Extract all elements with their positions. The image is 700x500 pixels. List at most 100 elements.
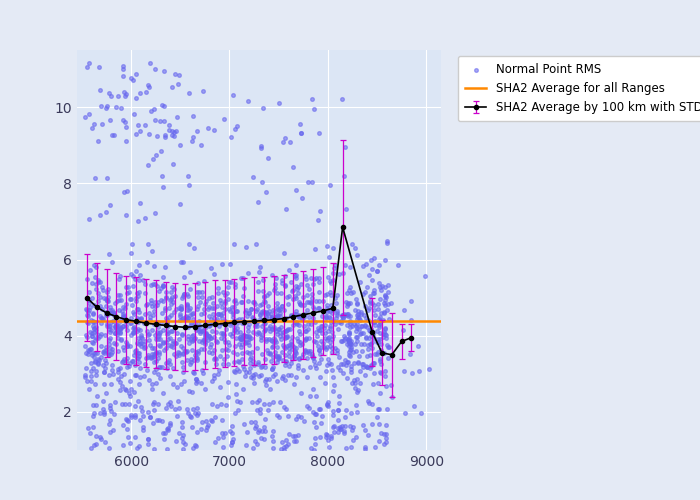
Normal Point RMS (149, 332, 160, 340)
Normal Point RMS (142, 81, 153, 89)
Normal Point RMS (172, 348, 183, 356)
Normal Point RMS (149, 116, 160, 124)
Normal Point RMS (322, 398, 333, 406)
Normal Point RMS (90, 432, 101, 440)
Normal Point RMS (228, 348, 239, 356)
Normal Point RMS (90, 401, 101, 409)
Normal Point RMS (165, 402, 176, 409)
Normal Point RMS (234, 334, 246, 342)
Normal Point RMS (182, 335, 193, 343)
Normal Point RMS (144, 308, 155, 316)
Normal Point RMS (163, 312, 174, 320)
Normal Point RMS (208, 354, 219, 362)
Normal Point RMS (138, 319, 149, 327)
Normal Point RMS (251, 304, 262, 312)
Normal Point RMS (346, 365, 357, 373)
Normal Point RMS (372, 348, 384, 356)
Normal Point RMS (118, 314, 130, 322)
Normal Point RMS (246, 348, 258, 356)
Normal Point RMS (146, 326, 158, 334)
Normal Point RMS (404, 350, 415, 358)
Normal Point RMS (327, 244, 338, 252)
Normal Point RMS (158, 282, 169, 290)
Normal Point RMS (160, 288, 172, 296)
Normal Point RMS (83, 424, 94, 432)
Normal Point RMS (244, 332, 255, 340)
Normal Point RMS (180, 348, 191, 356)
Normal Point RMS (334, 366, 345, 374)
Normal Point RMS (223, 284, 234, 292)
Normal Point RMS (223, 278, 234, 286)
Normal Point RMS (214, 310, 225, 318)
Normal Point RMS (182, 346, 193, 354)
Normal Point RMS (122, 362, 133, 370)
Normal Point RMS (188, 336, 199, 344)
Normal Point RMS (150, 380, 162, 388)
Normal Point RMS (134, 89, 145, 97)
Normal Point RMS (238, 318, 249, 326)
Normal Point RMS (99, 356, 110, 364)
Normal Point RMS (133, 262, 144, 270)
Normal Point RMS (96, 330, 107, 338)
Normal Point RMS (235, 335, 246, 343)
Normal Point RMS (127, 76, 139, 84)
Normal Point RMS (117, 357, 128, 365)
Normal Point RMS (109, 298, 120, 306)
Normal Point RMS (175, 305, 186, 313)
Normal Point RMS (125, 314, 136, 322)
Normal Point RMS (94, 312, 105, 320)
Normal Point RMS (290, 318, 301, 326)
Normal Point RMS (106, 309, 117, 317)
Normal Point RMS (311, 422, 322, 430)
Normal Point RMS (286, 371, 297, 379)
Normal Point RMS (360, 314, 372, 322)
Normal Point RMS (365, 300, 376, 308)
Normal Point RMS (321, 290, 332, 298)
Normal Point RMS (81, 333, 92, 341)
Normal Point RMS (206, 340, 217, 348)
Normal Point RMS (281, 314, 292, 322)
Normal Point RMS (189, 351, 200, 359)
Normal Point RMS (321, 242, 332, 250)
Normal Point RMS (155, 319, 167, 327)
Normal Point RMS (258, 308, 270, 316)
Normal Point RMS (368, 380, 379, 388)
Normal Point RMS (300, 346, 311, 354)
Normal Point RMS (221, 290, 232, 298)
Normal Point RMS (230, 125, 241, 133)
Normal Point RMS (258, 292, 270, 300)
Normal Point RMS (211, 338, 223, 346)
Normal Point RMS (127, 272, 138, 280)
Normal Point RMS (237, 316, 248, 324)
Normal Point RMS (350, 244, 361, 252)
Normal Point RMS (223, 360, 234, 368)
Normal Point RMS (293, 338, 304, 345)
Normal Point RMS (251, 344, 262, 351)
Normal Point RMS (346, 426, 358, 434)
Normal Point RMS (251, 320, 262, 328)
Normal Point RMS (206, 349, 218, 357)
Normal Point RMS (128, 328, 139, 336)
Normal Point RMS (265, 385, 276, 393)
Normal Point RMS (90, 440, 101, 448)
Normal Point RMS (140, 289, 151, 297)
Normal Point RMS (164, 341, 175, 349)
Normal Point RMS (138, 344, 149, 351)
Normal Point RMS (356, 310, 367, 318)
Normal Point RMS (144, 336, 155, 344)
Normal Point RMS (274, 328, 286, 336)
Normal Point RMS (106, 345, 118, 353)
Normal Point RMS (343, 312, 354, 320)
Normal Point RMS (346, 378, 358, 386)
Normal Point RMS (254, 262, 265, 270)
Normal Point RMS (105, 428, 116, 436)
Normal Point RMS (174, 200, 186, 208)
Normal Point RMS (167, 298, 178, 306)
Normal Point RMS (113, 296, 125, 304)
Normal Point RMS (328, 332, 339, 340)
Normal Point RMS (255, 315, 266, 323)
Normal Point RMS (324, 307, 335, 315)
Normal Point RMS (130, 360, 141, 368)
Normal Point RMS (210, 317, 221, 325)
Normal Point RMS (200, 416, 211, 424)
